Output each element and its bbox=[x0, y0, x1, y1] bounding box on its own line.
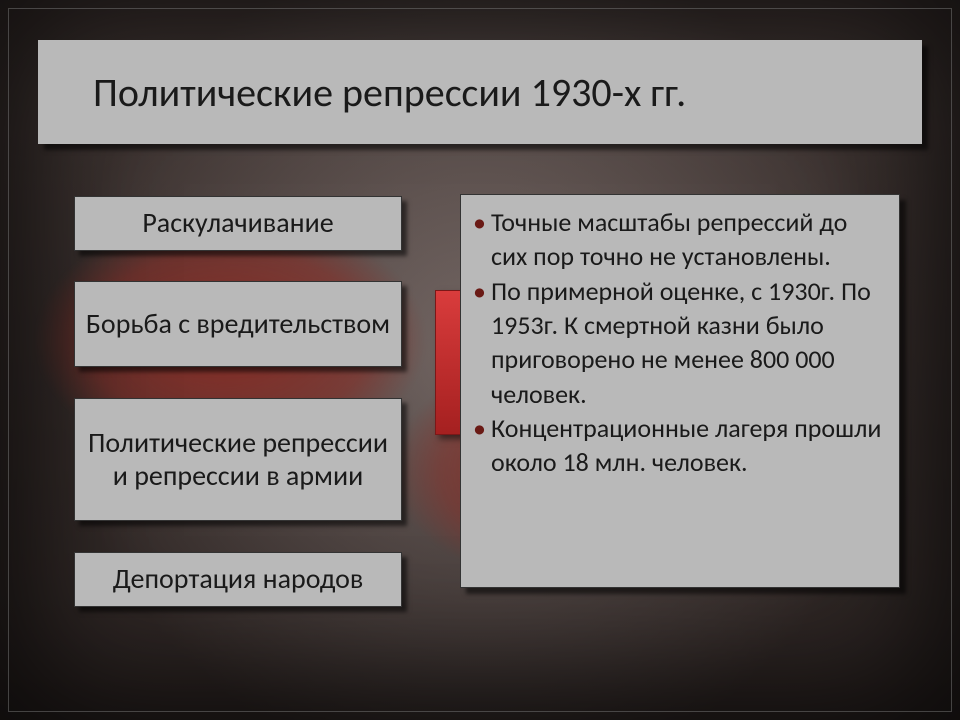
left-card-3: Депортация народов bbox=[74, 552, 402, 607]
title-bar: Политические репрессии 1930-х гг. bbox=[38, 40, 922, 144]
slide-title: Политические репрессии 1930-х гг. bbox=[93, 68, 686, 117]
left-card-text: Политические репрессии и репрессии в арм… bbox=[83, 427, 393, 491]
left-card-text: Депортация народов bbox=[113, 563, 364, 595]
left-card-2: Политические репрессии и репрессии в арм… bbox=[74, 398, 402, 521]
bullet-list: Точные масштабы репрессий до сих пор точ… bbox=[473, 205, 885, 480]
left-card-1: Борьба с вредительством bbox=[74, 281, 402, 367]
left-card-0: Раскулачивание bbox=[74, 196, 402, 251]
left-card-text: Борьба с вредительством bbox=[86, 308, 390, 340]
bullet-item-1: По примерной оценке, с 1930г. По 1953г. … bbox=[473, 274, 885, 411]
left-card-text: Раскулачивание bbox=[142, 207, 333, 239]
bullets-panel: Точные масштабы репрессий до сих пор точ… bbox=[460, 194, 900, 588]
bullet-item-0: Точные масштабы репрессий до сих пор точ… bbox=[473, 205, 885, 274]
bullet-item-2: Концентрационные лагеря прошли около 18 … bbox=[473, 411, 885, 480]
